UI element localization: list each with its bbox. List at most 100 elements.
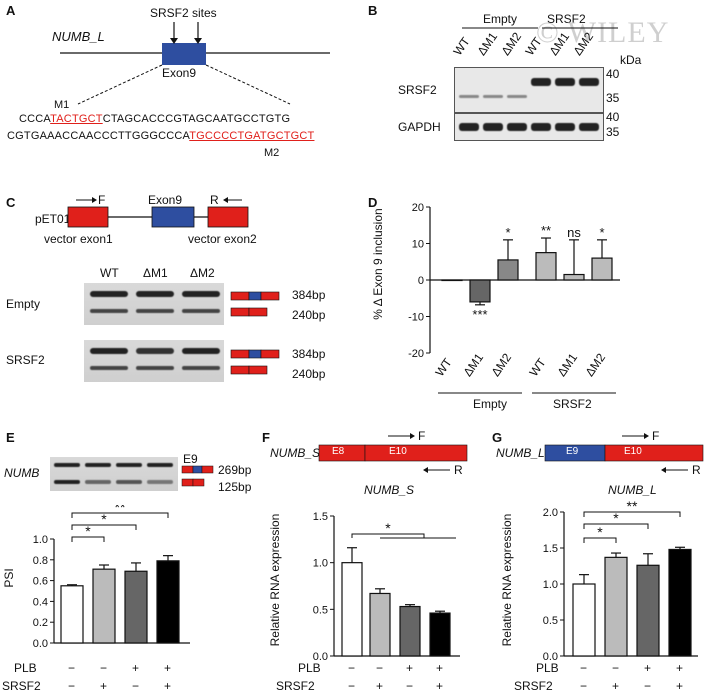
- e10-label-f: E10: [389, 446, 407, 457]
- chart-d-group-empty: Empty: [473, 397, 508, 411]
- y-tick-label: 0.8: [33, 555, 48, 567]
- wb-gapdh-marker-35: 35: [606, 125, 620, 139]
- e-row-plb: PLB: [14, 661, 37, 675]
- y-tick-label: 0.0: [33, 638, 48, 650]
- inclusion-product-icon: [230, 291, 280, 301]
- skipping-product-icon: [230, 307, 268, 317]
- sign-plb: −: [348, 661, 356, 675]
- wb-lane-label: ΔM1: [474, 29, 501, 58]
- significance-label: *: [101, 511, 107, 527]
- bar: [604, 556, 628, 657]
- skipping-product-icon-2: [230, 365, 268, 375]
- significance-label: **: [541, 223, 551, 238]
- y-tick-label: 0.2: [33, 617, 48, 629]
- gel-label-srsf2: SRSF2: [6, 353, 45, 367]
- y-tick-label: 1.0: [543, 579, 558, 591]
- e10-label-g: E10: [624, 446, 642, 457]
- m1-motif: TACTGCT: [50, 113, 103, 125]
- panel-letter-b: B: [368, 3, 378, 18]
- y-tick-label: 0: [418, 275, 424, 287]
- numb-l-exon-schematic: [544, 433, 704, 473]
- gel-lane-label: ΔM2: [190, 266, 215, 280]
- numb-l-schematic: [60, 22, 330, 105]
- y-tick-label: 10: [412, 239, 424, 251]
- significance-label: *: [597, 524, 603, 540]
- y-tick-label: 1.5: [313, 511, 328, 523]
- inclusion-product-icon-2: [230, 349, 280, 359]
- f-row-srsf2: SRSF2: [276, 679, 315, 693]
- chart-f-title: NUMB_S: [364, 483, 415, 497]
- panel-letter-f: F: [262, 430, 270, 445]
- bar: [92, 568, 116, 644]
- sign-plb: −: [612, 661, 620, 675]
- chart-e: 0.00.20.40.60.81.0****: [33, 505, 190, 650]
- bracket: [351, 533, 425, 538]
- bracket: [583, 511, 681, 517]
- sign-srsf2: +: [676, 679, 684, 693]
- m1-label: M1: [54, 99, 70, 111]
- sign-srsf2: −: [406, 679, 414, 693]
- bar: [636, 564, 660, 657]
- wb-srsf2-membrane: [454, 67, 604, 113]
- y-tick-label: 0.0: [313, 651, 328, 663]
- bracket: [583, 523, 649, 529]
- exon9-label: Exon9: [162, 66, 197, 80]
- gene-name-g: NUMB_L: [496, 446, 545, 460]
- significance-label: ns: [567, 225, 581, 240]
- bar: [535, 252, 557, 281]
- panel-letter-d: D: [368, 195, 378, 210]
- m2-motif: TGCCCCTGATGCTGCT: [189, 130, 315, 142]
- chart-g-ylabel: Relative RNA expression: [500, 513, 514, 647]
- y-tick-label: 0.4: [33, 596, 48, 608]
- kda-label: kDa: [620, 53, 642, 67]
- sign-srsf2: +: [100, 679, 108, 693]
- g-row-srsf2: SRSF2: [514, 679, 553, 693]
- gene-name-e: NUMB: [4, 466, 40, 480]
- bar: [429, 612, 451, 657]
- size-384-empty: 384bp: [292, 288, 326, 302]
- g-row-plb: PLB: [536, 661, 559, 675]
- minigene-schematic: [67, 197, 249, 228]
- sign-srsf2: −: [580, 679, 588, 693]
- wb-label-gapdh: GAPDH: [398, 120, 441, 134]
- significance-label: *: [85, 523, 91, 539]
- bracket: [71, 524, 137, 530]
- e9-label: E9: [183, 452, 198, 466]
- chart-d-group-srsf2: SRSF2: [553, 397, 592, 411]
- sign-plb: +: [436, 661, 444, 675]
- significance-label: ***: [472, 307, 487, 322]
- bar: [572, 583, 596, 657]
- exon9-c-label: Exon9: [148, 193, 183, 207]
- bar: [124, 570, 148, 644]
- chart-f-ylabel: Relative RNA expression: [268, 513, 282, 647]
- y-tick-label: 0.0: [543, 651, 558, 663]
- wb-gapdh-marker-40: 40: [606, 110, 620, 124]
- size-240-empty: 240bp: [292, 308, 326, 322]
- sign-srsf2: −: [132, 679, 140, 693]
- exon9-box: [162, 43, 206, 65]
- gene-name-f: NUMB_S: [270, 446, 321, 460]
- panel-letter-a: A: [6, 3, 16, 18]
- panel-letter-e: E: [6, 430, 15, 445]
- wb-srsf2-marker-40: 40: [606, 67, 620, 81]
- f-row-plb: PLB: [298, 661, 321, 675]
- e-row-srsf2: SRSF2: [2, 679, 41, 693]
- y-tick-label: 0.5: [543, 615, 558, 627]
- significance-label: *: [613, 510, 619, 526]
- gel-lane-label: ΔM1: [143, 266, 168, 280]
- significance-label: **: [627, 500, 638, 514]
- y-tick-label: 0.5: [313, 604, 328, 616]
- gel-lane-label: WT: [100, 266, 119, 280]
- primer-f-c: F: [98, 193, 106, 207]
- significance-label: *: [385, 520, 391, 536]
- size-384-srsf2: 384bp: [292, 347, 326, 361]
- wb-lane-label: ΔM2: [498, 29, 525, 58]
- sign-plb: +: [164, 661, 172, 675]
- wb-lane-label: WT: [450, 34, 473, 58]
- vector-exon2-label: vector exon2: [188, 232, 257, 246]
- bar: [341, 562, 363, 657]
- bar: [563, 273, 585, 281]
- wb-label-srsf2: SRSF2: [398, 83, 437, 97]
- group-empty-label: Empty: [483, 12, 518, 26]
